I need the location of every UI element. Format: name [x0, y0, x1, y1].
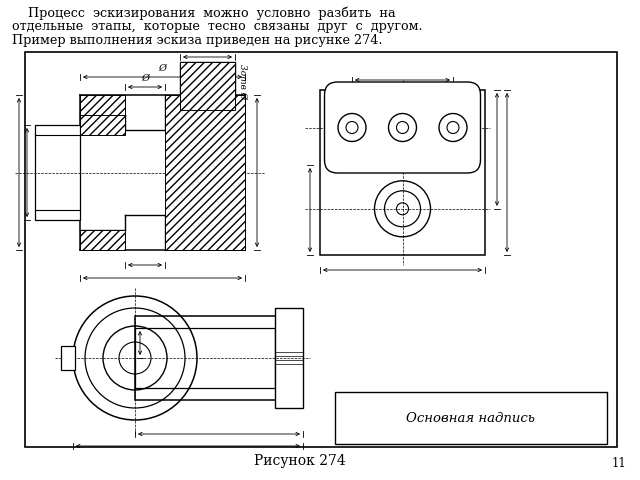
Text: отдельные  этапы,  которые  тесно  связаны  друг  с  другом.: отдельные этапы, которые тесно связаны д…	[12, 20, 422, 33]
Text: 3отв Ø: 3отв Ø	[238, 64, 247, 99]
Bar	[80, 115, 125, 135]
Text: Ø: Ø	[141, 74, 149, 83]
Bar	[61, 346, 75, 370]
Bar	[335, 392, 607, 444]
Bar	[135, 316, 300, 400]
Bar	[35, 125, 80, 220]
Bar	[320, 90, 485, 255]
Bar	[80, 230, 125, 250]
Bar	[80, 95, 125, 115]
Bar	[165, 95, 245, 250]
Bar	[180, 62, 235, 110]
Text: Рисунок 274: Рисунок 274	[254, 454, 346, 468]
Bar	[135, 328, 275, 388]
Bar	[25, 52, 617, 447]
Text: Процесс  эскизирования  можно  условно  разбить  на: Процесс эскизирования можно условно разб…	[12, 6, 396, 20]
Bar	[180, 62, 235, 110]
FancyBboxPatch shape	[324, 82, 481, 173]
Text: Ø: Ø	[159, 64, 166, 73]
Text: Основная надпись: Основная надпись	[406, 411, 536, 424]
Text: Пример выполнения эскиза приведен на рисунке 274.: Пример выполнения эскиза приведен на рис…	[12, 34, 383, 47]
Bar	[275, 308, 303, 408]
Text: 11: 11	[611, 457, 626, 470]
